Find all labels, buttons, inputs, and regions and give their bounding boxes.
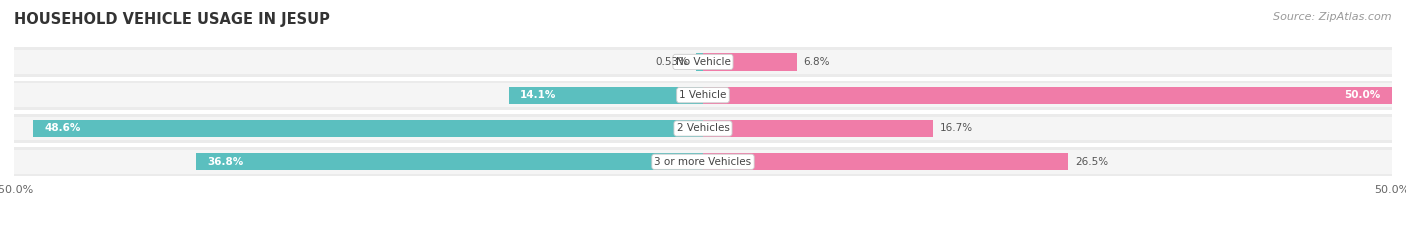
Text: 48.6%: 48.6% <box>45 123 80 134</box>
Bar <box>509 86 703 104</box>
Bar <box>703 53 797 71</box>
Text: 26.5%: 26.5% <box>1076 157 1108 167</box>
Bar <box>703 153 1069 170</box>
Text: 0.53%: 0.53% <box>655 57 689 67</box>
Bar <box>7 83 1399 107</box>
Text: 16.7%: 16.7% <box>941 123 973 134</box>
Bar <box>7 150 1399 174</box>
Text: 2 Vehicles: 2 Vehicles <box>676 123 730 134</box>
Bar <box>0 114 1406 143</box>
Text: HOUSEHOLD VEHICLE USAGE IN JESUP: HOUSEHOLD VEHICLE USAGE IN JESUP <box>14 12 330 27</box>
Bar <box>0 81 1406 110</box>
Text: 50.0%: 50.0% <box>1344 90 1381 100</box>
Bar <box>0 47 1406 77</box>
Text: 6.8%: 6.8% <box>804 57 830 67</box>
Bar <box>0 147 1406 176</box>
Text: No Vehicle: No Vehicle <box>675 57 731 67</box>
Bar <box>7 50 1399 74</box>
Bar <box>7 116 1399 140</box>
Text: 1 Vehicle: 1 Vehicle <box>679 90 727 100</box>
Text: 14.1%: 14.1% <box>520 90 557 100</box>
Bar <box>696 53 703 71</box>
Bar <box>34 120 703 137</box>
Bar <box>195 153 703 170</box>
Text: 3 or more Vehicles: 3 or more Vehicles <box>654 157 752 167</box>
Text: 36.8%: 36.8% <box>207 157 243 167</box>
Text: Source: ZipAtlas.com: Source: ZipAtlas.com <box>1274 12 1392 22</box>
Bar <box>703 86 1392 104</box>
Bar <box>703 120 934 137</box>
